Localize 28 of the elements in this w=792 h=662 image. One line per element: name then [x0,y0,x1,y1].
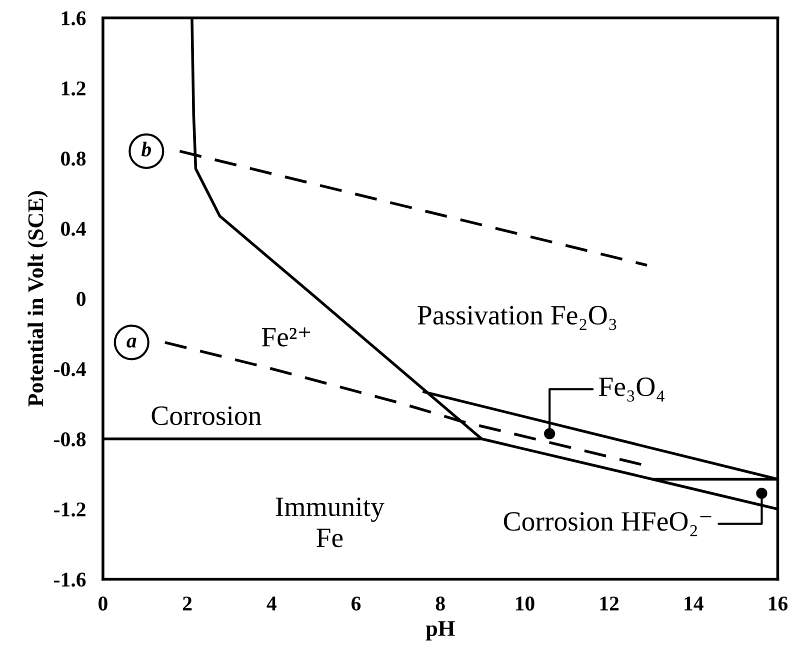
x-tick-label: 16 [768,596,788,611]
x-tick-label: 0 [98,596,108,611]
x-tick-label: 4 [266,596,276,610]
series-label: b [141,142,151,156]
y-tick-label: -0.4 [54,362,86,376]
annotation: Corrosion [152,406,262,426]
x-tick-label: 10 [516,596,534,611]
annotation: Corrosion HFeO₂⁻ [504,512,712,536]
y-tick-label: 1.6 [62,11,86,26]
y-tick-label: 0.8 [61,152,86,166]
y-tick-label: 0.4 [61,222,86,236]
y-axis-title: Potential in Volt (SCE) [28,191,48,407]
annotation: Passivation Fe₂O₃ [418,306,616,330]
y-tick-label: -1.6 [54,572,86,587]
annotation: Fe₃O₄ [598,377,664,402]
x-tick-label: 12 [600,596,619,610]
x-tick-label: 6 [352,596,361,611]
y-tick-label: -1.2 [54,502,86,517]
x-tick-label: 8 [436,596,445,611]
x-tick-label: 2 [182,596,192,610]
y-tick-label: 0 [76,292,86,306]
annotation: Fe²⁺ [262,327,310,346]
y-tick-label: 1.2 [62,81,86,96]
y-tick-label: -0.8 [54,432,86,446]
x-axis-title: pH [426,621,455,641]
x-tick-label: 14 [684,596,704,610]
annotation: Immunity Fe [276,498,384,548]
series-label: a [126,338,136,348]
